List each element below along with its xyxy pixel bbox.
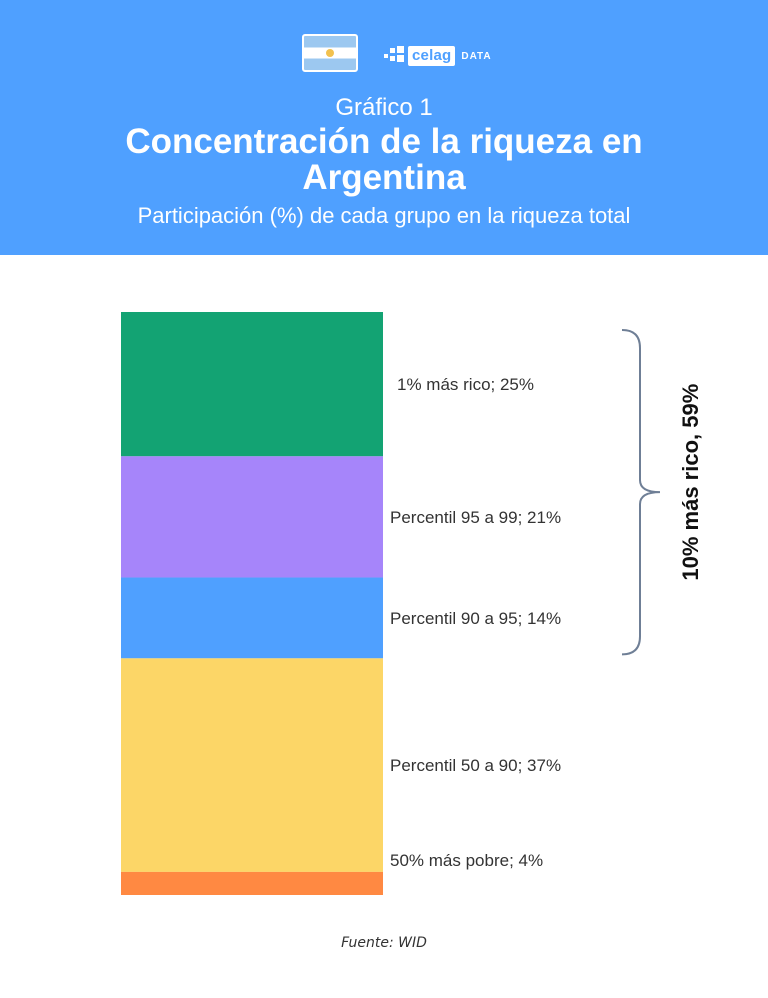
bracket-brace (621, 329, 661, 656)
bracket-label: 10% más rico, 59% (678, 384, 703, 581)
data-label: 1% más rico; 25% (397, 375, 534, 394)
celag-data-logo: celag DATA (384, 44, 492, 68)
bar-segment (121, 658, 383, 872)
celag-logo-icon (384, 46, 406, 66)
data-label: Percentil 90 a 95; 14% (390, 609, 561, 628)
chart-kicker: Gráfico 1 (335, 94, 433, 121)
bar-segment (121, 456, 383, 578)
brand-suffix: DATA (461, 50, 492, 62)
chart-title: Concentración de la riqueza en Argentina (125, 122, 643, 197)
header-banner: celag DATA Gráfico 1 Concentración de la… (0, 0, 768, 255)
bar-segment (121, 577, 383, 659)
brand-name: celag (408, 46, 456, 66)
bar-segment (121, 871, 383, 895)
chart-source: Fuente: WID (341, 935, 427, 951)
data-label: Percentil 50 a 90; 37% (390, 756, 561, 775)
argentina-flag-icon (302, 34, 358, 72)
data-label: Percentil 95 a 99; 21% (390, 508, 561, 527)
bar-segment (121, 312, 383, 457)
stacked-bar-chart: 1% más rico; 25% Percentil 95 a 99; 21% Pe… (121, 312, 703, 895)
chart-subtitle: Participación (%) de cada grupo en la ri… (137, 203, 631, 228)
data-label: 50% más pobre; 4% (390, 851, 543, 870)
